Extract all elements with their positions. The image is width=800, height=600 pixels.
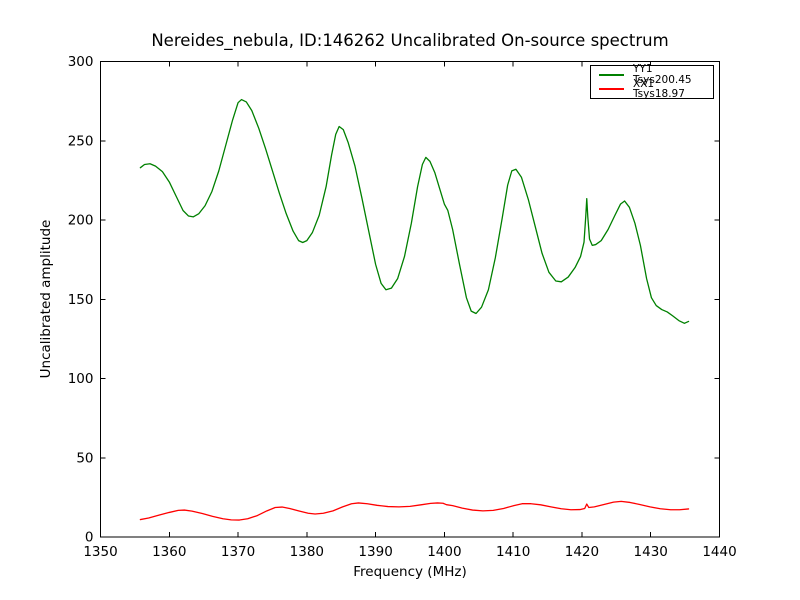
x-tick-label: 1370 — [221, 544, 255, 560]
legend-label: XX1 Tsys18.97 — [633, 77, 685, 101]
y-tick-label: 250 — [68, 133, 94, 149]
series-line-xx1 — [139, 500, 690, 521]
y-tick-label: 200 — [68, 213, 94, 229]
legend-line-sample-xx1 — [599, 88, 624, 91]
chart-title: Nereides_nebula, ID:146262 Uncalibrated … — [151, 31, 669, 50]
legend: YY1 Tsys200.45 XX1 Tsys18.97 — [590, 64, 714, 100]
y-tick-label: 100 — [68, 371, 94, 387]
x-tick-label: 1420 — [565, 544, 599, 560]
legend-entry: YY1 Tsys200.45 — [596, 64, 708, 85]
y-tick-label: 300 — [68, 54, 94, 70]
y-tick-label: 150 — [68, 292, 94, 308]
x-tick-label: 1360 — [152, 544, 186, 560]
legend-entry: XX1 Tsys18.97 — [596, 79, 708, 100]
y-axis-label: Uncalibrated amplitude — [38, 219, 54, 379]
x-tick-label: 1350 — [83, 544, 117, 560]
legend-label: YY1 Tsys200.45 — [633, 63, 692, 86]
series-line-yy1 — [139, 98, 690, 324]
x-tick-label: 1390 — [358, 544, 392, 560]
x-tick-label: 1380 — [290, 544, 324, 560]
x-tick-label: 1440 — [702, 544, 736, 560]
legend-line-sample-yy1 — [599, 73, 624, 76]
x-axis-label: Frequency (MHz) — [353, 564, 467, 580]
y-tick-label: 50 — [76, 450, 93, 466]
x-tick-label: 1400 — [427, 544, 461, 560]
x-tick-label: 1410 — [496, 544, 530, 560]
plot-frame — [99, 60, 721, 538]
y-tick-label: 0 — [85, 530, 94, 546]
x-tick-label: 1430 — [634, 544, 668, 560]
